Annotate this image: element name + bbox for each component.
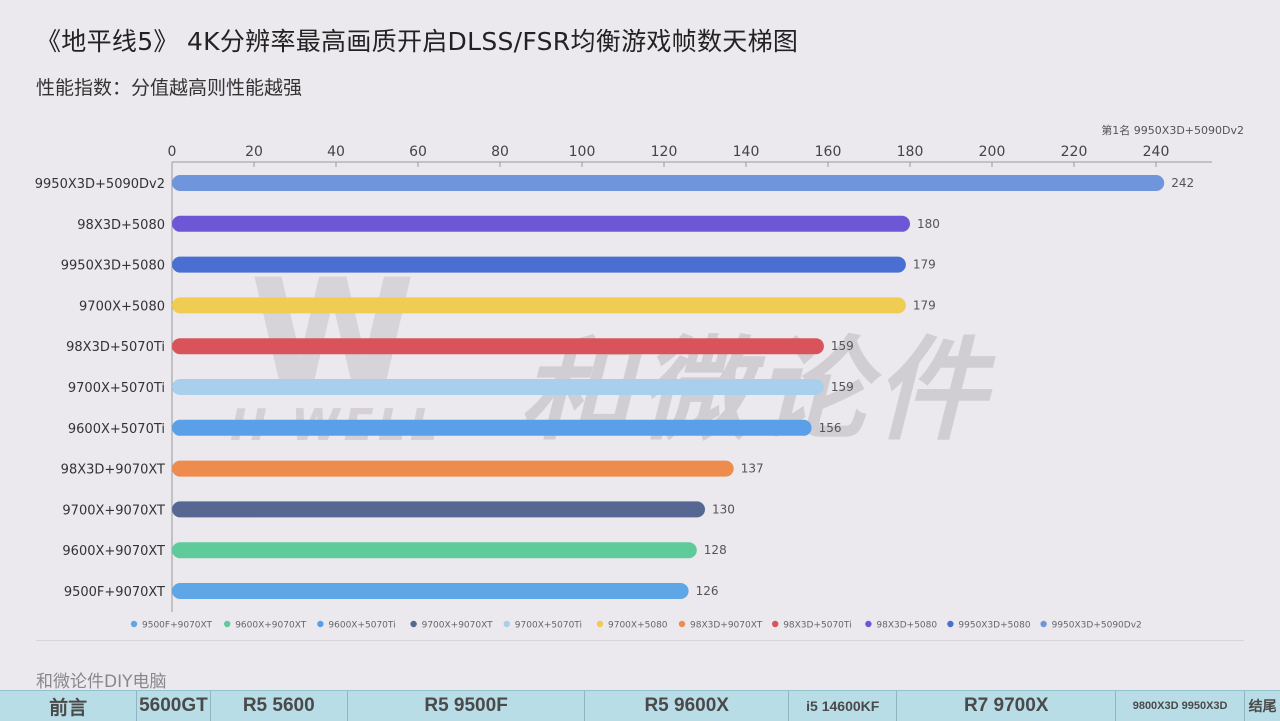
bar <box>172 419 812 436</box>
legend-marker <box>410 620 417 628</box>
x-tick-label: 240 <box>1143 144 1170 160</box>
data-label: 130 <box>712 502 735 516</box>
legend-marker <box>317 620 324 628</box>
x-tick-label: 140 <box>733 144 760 160</box>
x-tick-label: 60 <box>409 144 427 160</box>
bar <box>172 542 697 559</box>
x-tick-label: 160 <box>815 144 842 160</box>
bar <box>172 338 824 355</box>
nav-item-r7-9700x[interactable]: R7 9700X <box>897 691 1117 721</box>
legend-marker <box>130 620 138 628</box>
legend-label: 9700X+5080 <box>608 621 668 631</box>
nav-item-r5-9500f[interactable]: R5 9500F <box>348 691 586 721</box>
legend-label: 9700X+5070Ti <box>515 621 582 631</box>
category-label: 98X3D+9070XT <box>61 463 165 478</box>
legend-label: 98X3D+9070XT <box>690 621 763 631</box>
nav-item-intro[interactable]: 前言 <box>0 691 138 721</box>
chapter-navbar: 前言 5600GT R5 5600 R5 9500F R5 9600X i5 1… <box>0 690 1280 721</box>
category-label: 9700X+5070Ti <box>68 381 165 396</box>
x-tick-label: 80 <box>491 144 509 160</box>
data-label: 126 <box>696 584 719 598</box>
data-label: 128 <box>704 543 727 557</box>
nav-item-5600gt[interactable]: 5600GT <box>137 691 211 721</box>
data-label: 159 <box>831 380 854 394</box>
bar-chart: 0 20 40 60 80 100 120 140 160 180 200 220 240 9950X3D… <box>35 144 1212 631</box>
nav-item-9800x3d-9950x3d[interactable]: 9800X3D 9950X3D <box>1116 691 1246 721</box>
rank-note: 第1名 9950X3D+5090Dv2 <box>1101 124 1244 137</box>
category-label: 98X3D+5080 <box>77 218 165 233</box>
legend-label: 9500F+9070XT <box>142 621 213 631</box>
legend-marker <box>224 620 231 628</box>
chart-subtitle: 性能指数：分值越高则性能越强 <box>36 77 303 99</box>
data-label: 179 <box>913 258 936 272</box>
legend-label: 9600X+9070XT <box>235 621 307 631</box>
legend-label: 9950X3D+5090Dv2 <box>1052 621 1142 631</box>
nav-item-ending[interactable]: 结尾 <box>1248 698 1277 714</box>
category-label: 98X3D+5070Ti <box>66 340 165 355</box>
category-label: 9700X+5080 <box>79 299 165 314</box>
category-label: 9600X+5070Ti <box>68 422 165 437</box>
bar <box>172 583 689 599</box>
category-label: 9600X+9070XT <box>62 544 165 559</box>
data-label: 156 <box>819 421 842 435</box>
x-tick-label: 100 <box>569 144 596 160</box>
legend-label: 9700X+9070XT <box>422 621 494 631</box>
legend-marker <box>772 620 779 628</box>
x-tick-label: 120 <box>651 144 678 160</box>
category-label: 9500F+9070XT <box>64 585 165 600</box>
x-tick-label: 220 <box>1061 144 1088 160</box>
legend-marker <box>503 620 510 628</box>
x-tick-label: 0 <box>168 144 177 160</box>
data-label: 137 <box>741 462 764 476</box>
bar <box>172 256 906 273</box>
footer-brand: 和微论件DIY电脑 <box>36 672 167 692</box>
data-label: 242 <box>1171 176 1194 190</box>
bar <box>172 215 910 232</box>
bar <box>172 460 734 477</box>
x-tick-label: 40 <box>327 144 345 160</box>
legend-marker <box>865 620 872 628</box>
nav-item-r5-9600x[interactable]: R5 9600X <box>585 691 790 721</box>
nav-item-i5-14600kf[interactable]: i5 14600KF <box>789 691 898 721</box>
category-label: 9700X+9070XT <box>62 503 165 518</box>
legend-marker <box>678 620 686 628</box>
footer-divider <box>36 640 1244 641</box>
legend-marker <box>596 620 604 628</box>
nav-item-r5-5600[interactable]: R5 5600 <box>211 691 348 721</box>
chart-title: 《地平线5》 4K分辨率最高画质开启DLSS/FSR均衡游戏帧数天梯图 <box>36 27 799 56</box>
legend-marker <box>1040 620 1047 628</box>
legend-label: 98X3D+5080 <box>876 621 937 631</box>
bar <box>172 297 906 314</box>
bar <box>172 501 705 518</box>
legend-label: 9950X3D+5080 <box>958 621 1030 631</box>
category-label: 9950X3D+5080 <box>61 259 165 274</box>
category-label: 9950X3D+5090Dv2 <box>35 177 165 192</box>
legend-label: 9600X+5070Ti <box>328 621 395 631</box>
bar <box>172 175 1165 191</box>
data-label: 179 <box>913 298 936 312</box>
x-tick-label: 180 <box>897 144 924 160</box>
legend-marker <box>947 620 954 628</box>
x-tick-label: 20 <box>245 144 263 160</box>
legend-label: 98X3D+5070Ti <box>783 621 851 631</box>
bar <box>172 379 824 395</box>
x-tick-label: 200 <box>979 144 1006 160</box>
data-label: 180 <box>917 217 940 231</box>
data-label: 159 <box>831 339 854 353</box>
